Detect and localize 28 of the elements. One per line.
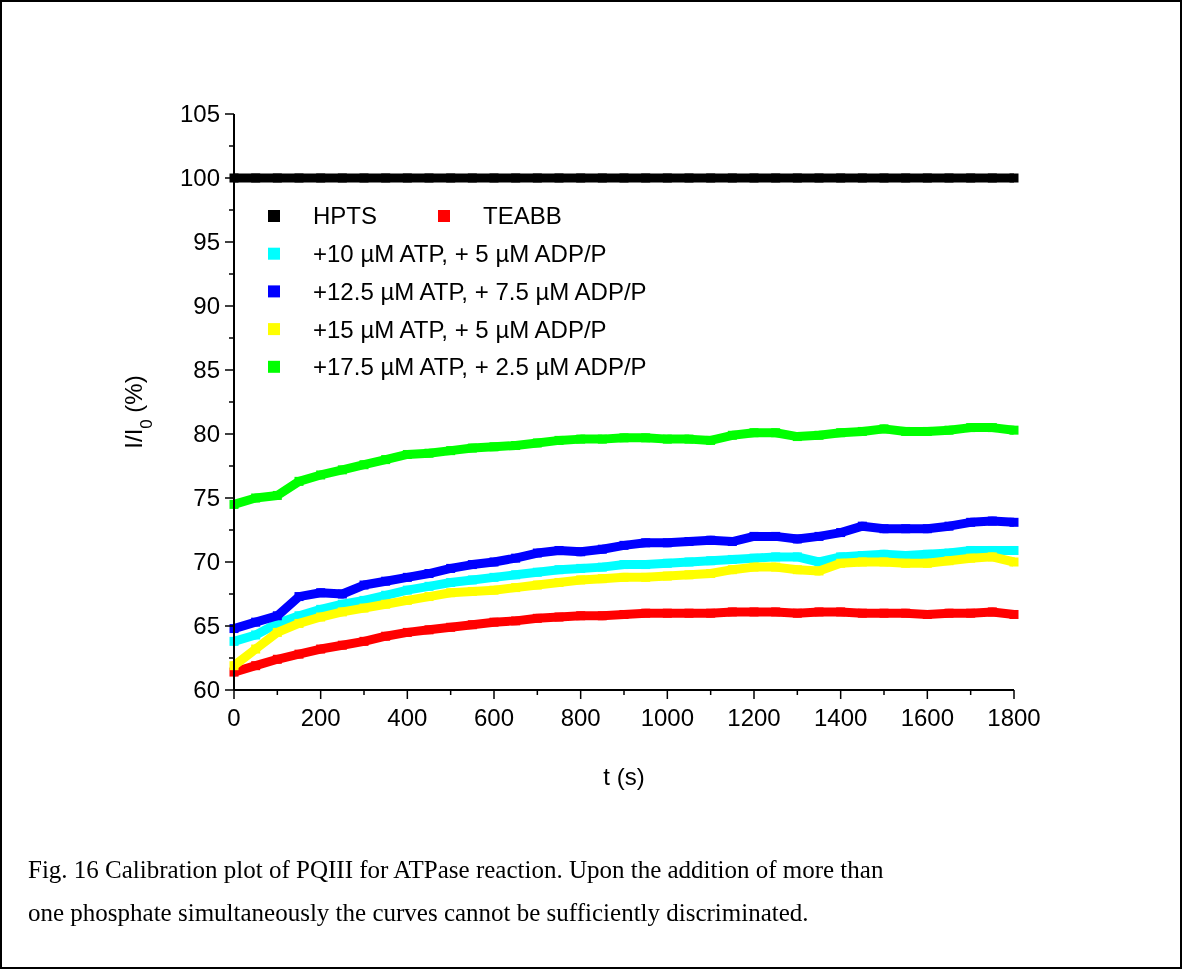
legend-label: +10 µM ATP, + 5 µM ADP/P [313, 240, 607, 268]
x-tick-label: 1000 [640, 704, 695, 731]
x-tick-label: 400 [387, 704, 428, 731]
x-axis-title: t (s) [603, 763, 645, 790]
y-tick-label: 60 [193, 676, 220, 704]
x-tick-label: 200 [300, 704, 341, 731]
x-tick-label: 0 [227, 704, 241, 731]
y-tick-label: 100 [179, 164, 220, 192]
y-tick-label: 75 [193, 484, 220, 512]
y-tick-label: 105 [179, 100, 220, 128]
x-tick-label: 1800 [987, 704, 1041, 731]
y-tick-label: 90 [193, 292, 220, 320]
x-tick-label: 1600 [900, 704, 955, 731]
x-tick-label: 1200 [727, 704, 781, 731]
legend-label: TEABB [483, 202, 562, 230]
legend-label: +17.5 µM ATP, + 2.5 µM ADP/P [313, 353, 647, 381]
y-tick-label: 70 [193, 548, 220, 576]
x-tick-label: 1400 [813, 704, 868, 731]
legend-label: HPTS [313, 202, 378, 230]
y-tick-label: 80 [193, 420, 220, 448]
y-tick-label: 65 [193, 612, 220, 640]
x-tick-label: 800 [560, 704, 601, 731]
y-tick-label: 95 [193, 228, 220, 256]
y-tick-label: 85 [193, 356, 220, 384]
legend-label: +15 µM ATP, + 5 µM ADP/P [313, 315, 607, 343]
x-tick-label: 600 [473, 704, 515, 731]
legend-label: +12.5 µM ATP, + 7.5 µM ADP/P [313, 277, 647, 305]
caption: Fig. 16 Calibration plot of PQIII for ATPase reaction. Upon the addition of more than one phosphate simultaneously the curves cannot be sufficiently discriminated. [28, 856, 884, 926]
